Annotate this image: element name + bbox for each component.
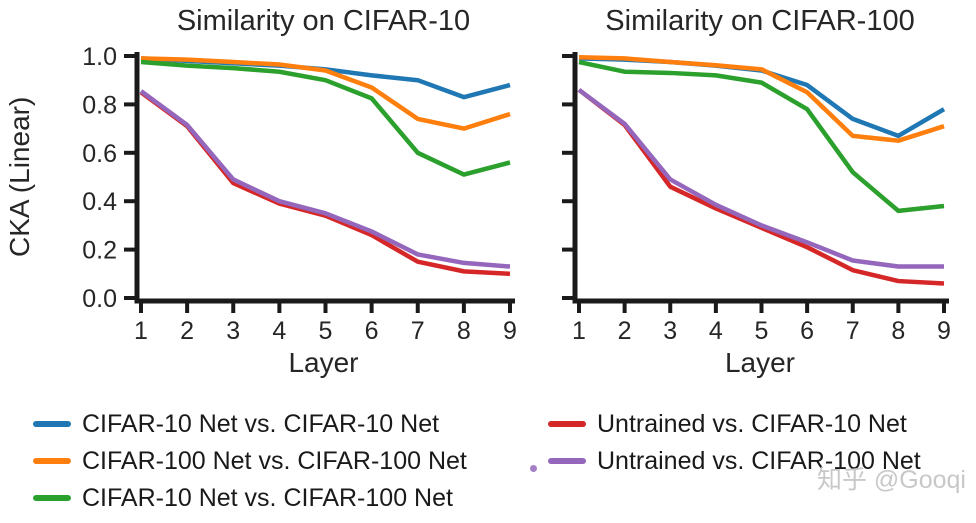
x-tick-label: 6 <box>800 317 814 345</box>
legend-swatch-red <box>548 421 586 427</box>
legend-swatch-green <box>33 495 71 501</box>
series-line <box>140 56 511 131</box>
y-tick-label: 0.4 <box>82 188 117 216</box>
x-tick-label: 8 <box>457 317 471 345</box>
x-tick-label: 1 <box>134 317 148 345</box>
x-tick-label: 5 <box>755 317 769 345</box>
chart-title-cifar10: Similarity on CIFAR-10 <box>176 5 471 37</box>
legend-item-blue: CIFAR-10 Net vs. CIFAR-10 Net <box>33 409 439 439</box>
x-tick-label: 7 <box>846 317 860 345</box>
x-tick-label: 6 <box>365 317 379 345</box>
watermark: 知乎 @Gooqi <box>816 466 966 494</box>
y-tick-label: 0.0 <box>82 285 117 313</box>
y-axis-label: CKA (Linear) <box>4 96 35 258</box>
x-axis-label-left: Layer <box>288 347 359 378</box>
legend-item-red: Untrained vs. CIFAR-10 Net <box>548 409 907 439</box>
series-line <box>577 88 945 286</box>
y-tick-label: 1.0 <box>82 43 117 71</box>
legend-label-green: CIFAR-10 Net vs. CIFAR-100 Net <box>82 483 453 512</box>
legend-label-blue: CIFAR-10 Net vs. CIFAR-10 Net <box>82 409 440 438</box>
x-axis-label-right: Layer <box>724 347 796 378</box>
series-line <box>139 90 511 277</box>
series-line <box>578 59 945 214</box>
legend-item-orange: CIFAR-100 Net vs. CIFAR-100 Net <box>33 446 467 476</box>
legend-swatch-purple <box>548 458 586 464</box>
y-tick-label: 0.2 <box>82 237 117 265</box>
legend-swatch-blue <box>33 421 71 427</box>
x-tick-label: 8 <box>891 317 905 345</box>
charts-canvas: 0.0 0.2 0.4 0.6 0.8 1.0 1 2 3 4 5 6 7 8 9 1 2 3 4 5 6 7 8 9 <box>82 43 951 345</box>
x-tick-label: 1 <box>572 317 586 345</box>
y-tick-label: 0.6 <box>82 140 117 168</box>
series-line <box>140 59 511 177</box>
series-line <box>577 88 944 269</box>
x-tick-label: 9 <box>937 317 951 345</box>
stray-purple-dot <box>530 465 537 472</box>
x-tick-label: 3 <box>663 317 677 345</box>
legend-item-green: CIFAR-10 Net vs. CIFAR-100 Net <box>33 483 453 513</box>
series-line <box>139 89 511 269</box>
x-tick-label: 9 <box>503 317 517 345</box>
x-tick-label: 4 <box>709 317 723 345</box>
x-tick-label: 4 <box>272 317 286 345</box>
x-tick-label: 5 <box>319 317 333 345</box>
legend-swatch-orange <box>33 458 71 464</box>
chart-title-cifar100: Similarity on CIFAR-100 <box>605 5 915 37</box>
series-line <box>578 54 945 143</box>
x-tick-label: 3 <box>226 317 240 345</box>
x-tick-label: 2 <box>180 317 194 345</box>
legend-label-red: Untrained vs. CIFAR-10 Net <box>597 409 907 438</box>
y-tick-label: 0.8 <box>82 91 117 119</box>
x-tick-label: 2 <box>618 317 632 345</box>
legend-label-orange: CIFAR-100 Net vs. CIFAR-100 Net <box>82 446 467 475</box>
x-tick-label: 7 <box>411 317 425 345</box>
